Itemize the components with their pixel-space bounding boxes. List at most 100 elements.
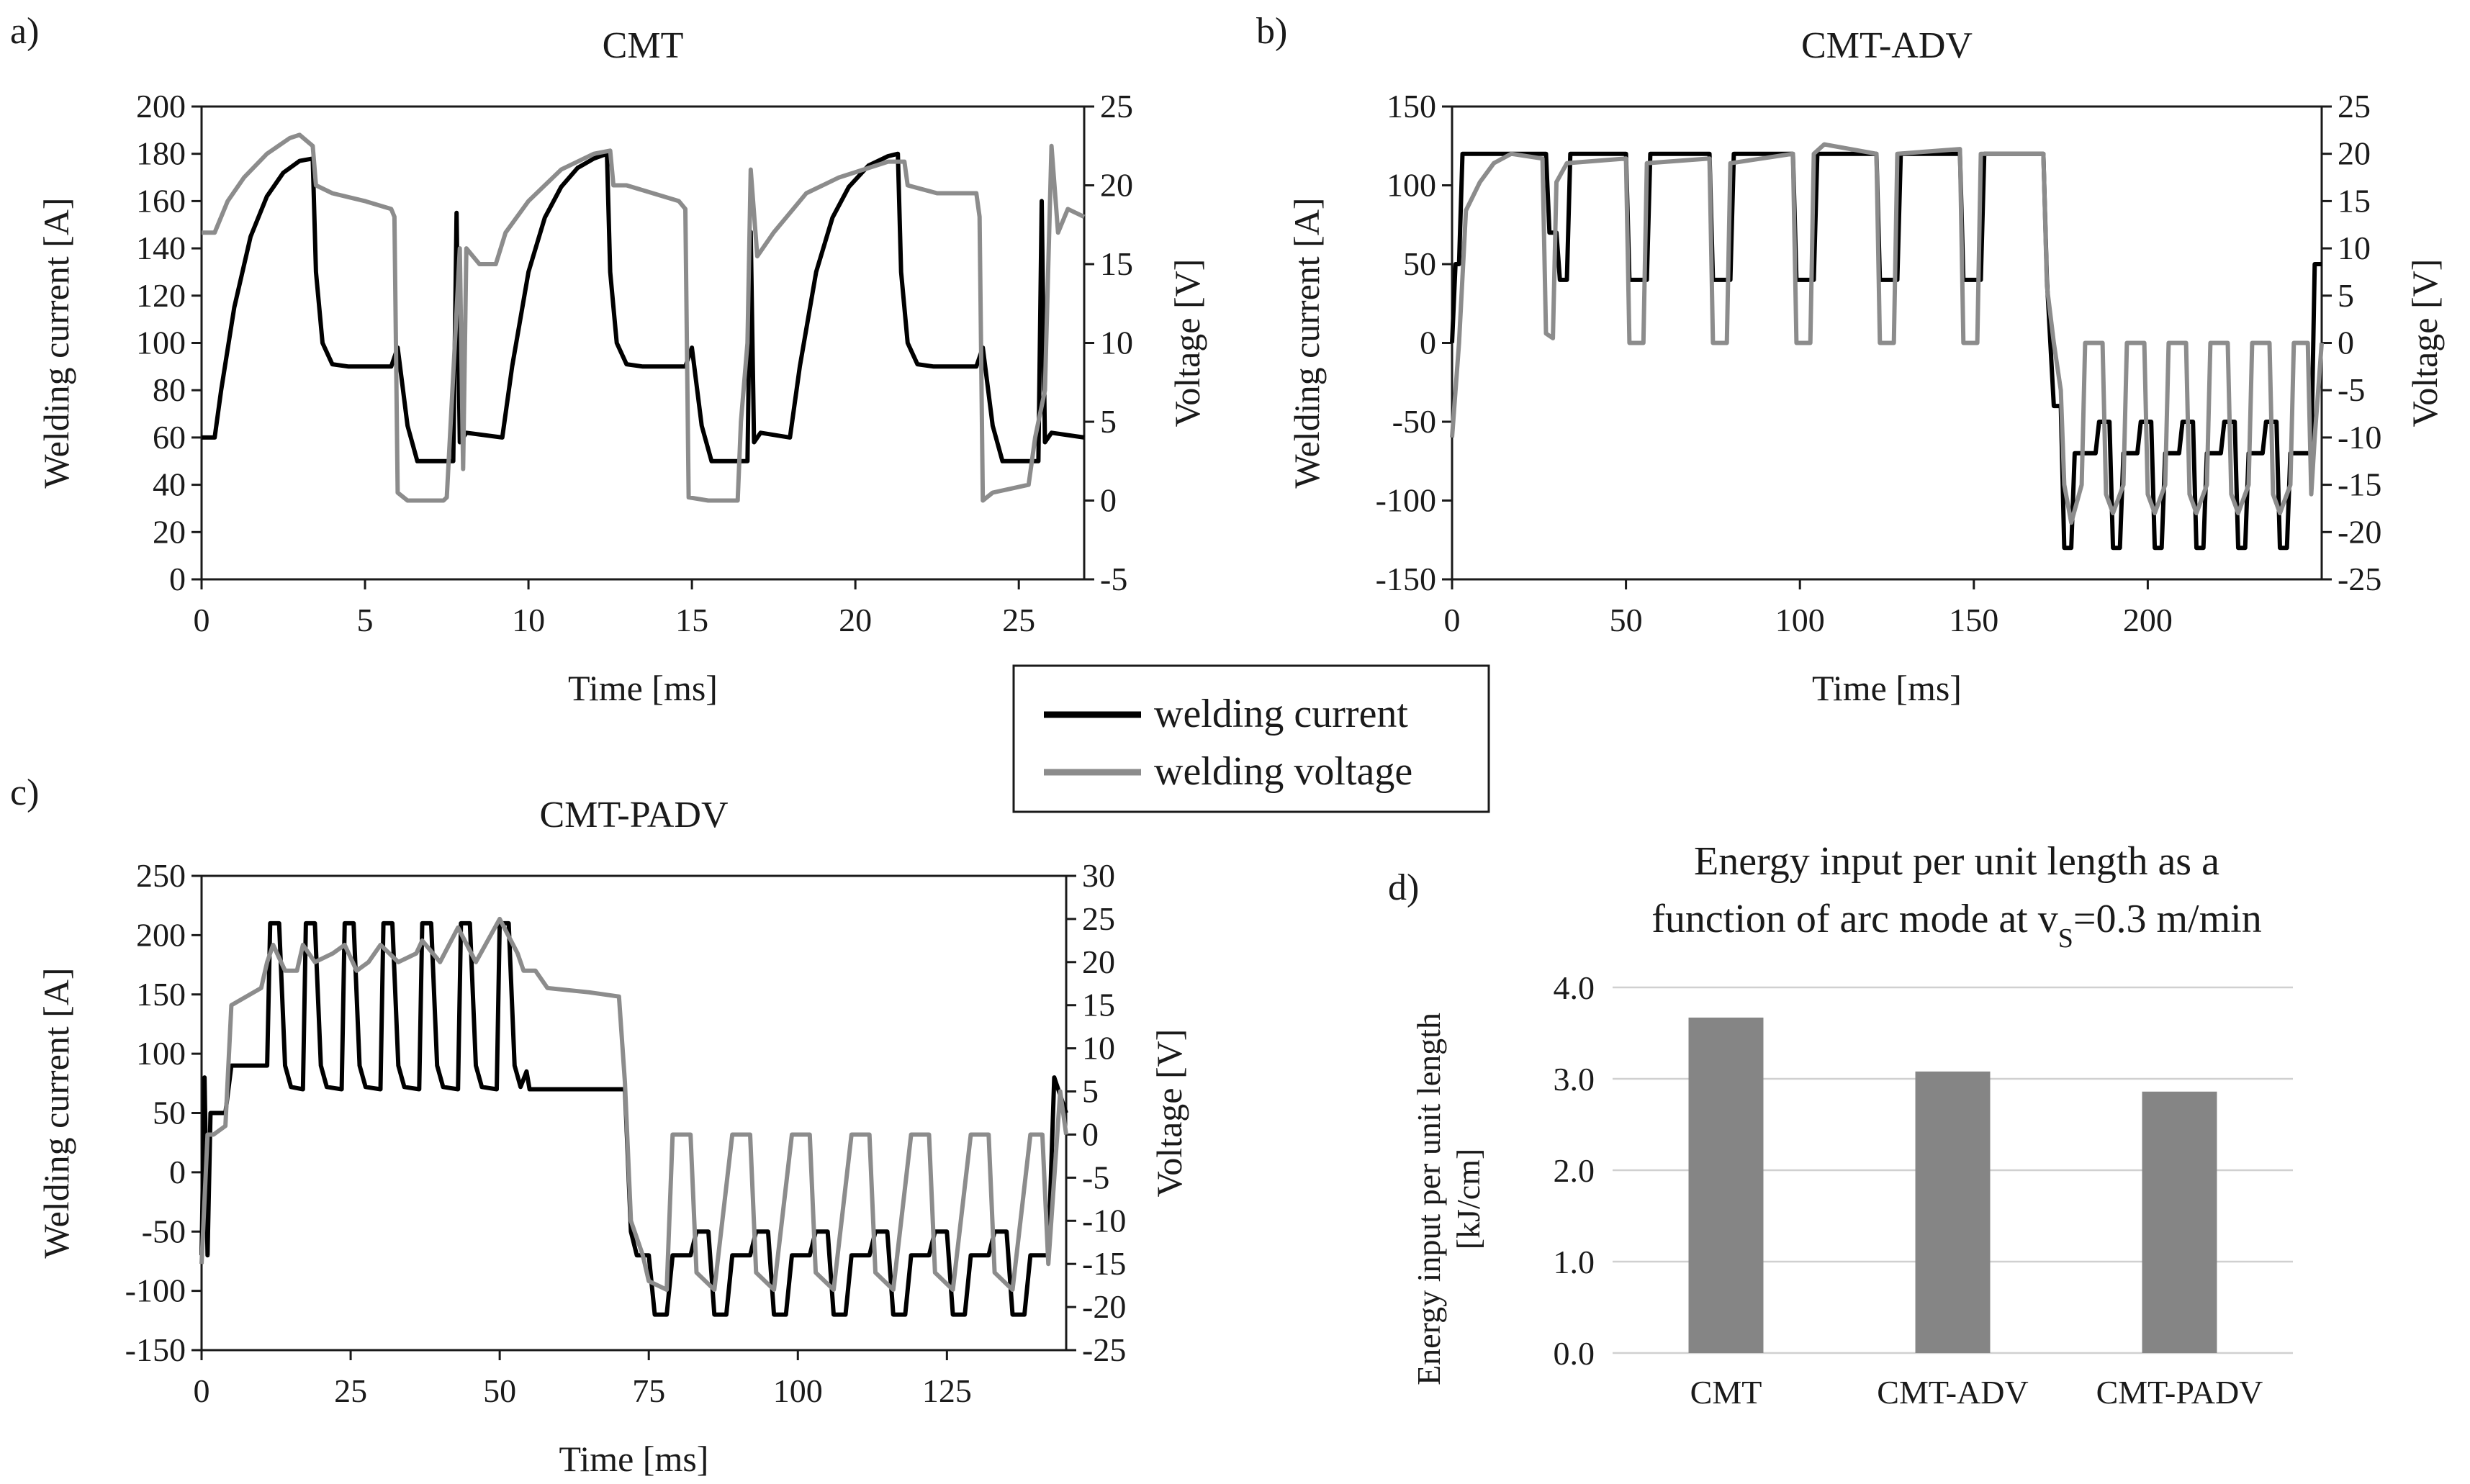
panel-a-y2tick-label: 25 bbox=[1100, 88, 1133, 125]
panel-b-y2tick-label: 5 bbox=[2338, 277, 2354, 314]
panel-d-label: d) bbox=[1388, 867, 1419, 908]
panel-c-ytick-label: -50 bbox=[142, 1213, 186, 1249]
panel-a-ytick-label: 20 bbox=[153, 513, 186, 550]
panel-a-y2tick-label: -5 bbox=[1100, 561, 1127, 597]
panel-b-title: CMT-ADV bbox=[1801, 25, 1973, 66]
panel-c-xtick-label: 0 bbox=[194, 1372, 210, 1409]
panel-a-ytick-label: 0 bbox=[169, 561, 186, 597]
panel-a-xlabel: Time [ms] bbox=[568, 668, 718, 708]
legend-current-label: welding current bbox=[1154, 692, 1408, 736]
panel-a-y2tick-label: 5 bbox=[1100, 403, 1117, 440]
panel-c-title: CMT-PADV bbox=[539, 795, 728, 836]
panel-a-ytick-label: 60 bbox=[153, 419, 186, 456]
panel-c-y2tick-label: 5 bbox=[1082, 1073, 1099, 1110]
panel-b-y2tick-label: 20 bbox=[2338, 135, 2371, 172]
panel-a-xtick-label: 15 bbox=[675, 602, 708, 638]
panel-d-ytick-label: 2.0 bbox=[1554, 1152, 1595, 1189]
panel-c-y2tick-label: -25 bbox=[1082, 1331, 1126, 1368]
panel-c-ytick-label: -150 bbox=[125, 1331, 186, 1368]
panel-a-ytick-label: 200 bbox=[136, 88, 186, 125]
panel-c-xtick-label: 25 bbox=[334, 1372, 367, 1409]
panel-b-y2label: Voltage [V] bbox=[2404, 259, 2445, 427]
panel-b-y2tick-label: 25 bbox=[2338, 88, 2371, 125]
panel-c-y2tick-label: -20 bbox=[1082, 1288, 1126, 1325]
panel-c-series-welding-current-line bbox=[199, 920, 1068, 1317]
panel-c-label: c) bbox=[10, 772, 39, 813]
panel-c-ytick-label: 250 bbox=[136, 857, 186, 894]
panel-b-ytick-label: 100 bbox=[1387, 167, 1436, 204]
panel-b-ytick-label: -50 bbox=[1392, 403, 1436, 440]
panel-a-ytick-label: 40 bbox=[153, 466, 186, 503]
panel-a-ytick-label: 100 bbox=[136, 325, 186, 361]
panel-c-ylabel: Welding current [A] bbox=[36, 967, 76, 1258]
panel-d-category-label: CMT bbox=[1690, 1374, 1762, 1411]
panel-c-xtick-label: 100 bbox=[773, 1372, 823, 1409]
panel-b-y2tick-label: -15 bbox=[2338, 466, 2381, 503]
panel-b-ytick-label: 50 bbox=[1403, 245, 1436, 282]
panel-b-y2tick-label: -10 bbox=[2338, 419, 2381, 456]
panel-c-xtick-label: 75 bbox=[632, 1372, 665, 1409]
panel-a-xtick-label: 5 bbox=[357, 602, 374, 638]
panel-c-y2tick-label: 0 bbox=[1082, 1116, 1099, 1152]
panel-b-xtick-label: 200 bbox=[2123, 602, 2173, 638]
panel-a-xtick-label: 10 bbox=[512, 602, 545, 638]
panel-b-ytick-label: 0 bbox=[1420, 325, 1436, 361]
panel-d-title-line2: function of arc mode at vS=0.3 m/min bbox=[1651, 897, 2261, 954]
panel-c-y2tick-label: -10 bbox=[1082, 1202, 1126, 1239]
panel-c-ytick-label: 100 bbox=[136, 1035, 186, 1072]
panel-a-xtick-label: 20 bbox=[839, 602, 872, 638]
panel-a-y2tick-label: 20 bbox=[1100, 167, 1133, 204]
panel-b-y2tick-label: 15 bbox=[2338, 182, 2371, 219]
panel-c-ytick-label: 200 bbox=[136, 916, 186, 953]
panel-c-ytick-label: 50 bbox=[153, 1095, 186, 1131]
panel-a-title: CMT bbox=[603, 25, 684, 66]
panel-a-y2tick-label: 0 bbox=[1100, 482, 1117, 519]
panel-b-xtick-label: 150 bbox=[1949, 602, 1998, 638]
panel-c-xlabel: Time [ms] bbox=[559, 1439, 709, 1479]
panel-c-y2tick-label: 15 bbox=[1082, 987, 1115, 1023]
panel-a-xtick-label: 25 bbox=[1002, 602, 1035, 638]
panel-a-plot-frame bbox=[200, 105, 1086, 581]
panel-b-series-welding-current-line bbox=[1450, 151, 2322, 551]
panel-d-ylabel-line1: Energy input per unit length bbox=[1410, 1013, 1447, 1385]
panel-b-ytick-label: 150 bbox=[1387, 88, 1436, 125]
panel-a-ytick-label: 120 bbox=[136, 277, 186, 314]
panel-a-xtick-label: 0 bbox=[194, 602, 210, 638]
legend-box bbox=[1012, 664, 1490, 813]
panel-b-y2tick-label: -20 bbox=[2338, 513, 2381, 550]
panel-c-y2tick-label: -5 bbox=[1082, 1159, 1109, 1195]
panel-d-bar-cmt-adv bbox=[1915, 1071, 1991, 1353]
panel-c-y2tick-label: 30 bbox=[1082, 857, 1115, 894]
panel-c-xtick-label: 50 bbox=[483, 1372, 516, 1409]
panel-a-y2label: Voltage [V] bbox=[1167, 259, 1207, 427]
panel-a-ytick-label: 160 bbox=[136, 182, 186, 219]
panel-d-ytick-label: 4.0 bbox=[1554, 969, 1595, 1006]
panel-d-bar-cmt-padv bbox=[2142, 1091, 2217, 1353]
panel-d-ylabel-line2: [kJ/cm] bbox=[1450, 1149, 1487, 1250]
panel-a-ylabel: Welding current [A] bbox=[36, 197, 76, 488]
panel-c-plot-frame bbox=[200, 874, 1068, 1352]
panel-a-series-welding-current-line bbox=[202, 151, 1085, 463]
panel-c-xtick-label: 125 bbox=[922, 1372, 972, 1409]
panel-b-y2tick-label: 10 bbox=[2338, 230, 2371, 266]
panel-b-series-welding-voltage-line bbox=[1450, 142, 2324, 525]
panel-b-ytick-label: -150 bbox=[1376, 561, 1436, 597]
panel-a-series-welding-voltage-line bbox=[202, 132, 1086, 503]
panel-d-title-line1: Energy input per unit length as a bbox=[1694, 839, 2219, 884]
panel-d-category-label: CMT-ADV bbox=[1877, 1374, 2028, 1411]
panel-d-bar-cmt bbox=[1688, 1017, 1764, 1353]
panel-d-ytick-label: 1.0 bbox=[1554, 1244, 1595, 1280]
panel-c-y2tick-label: 10 bbox=[1082, 1030, 1115, 1067]
panel-b-xlabel: Time [ms] bbox=[1812, 668, 1962, 708]
panel-c-ytick-label: -100 bbox=[125, 1272, 186, 1309]
legend-voltage-label: welding voltage bbox=[1154, 749, 1412, 794]
panel-b-y2tick-label: -5 bbox=[2338, 371, 2365, 408]
panel-c-series-welding-voltage-line bbox=[199, 916, 1068, 1293]
panel-d-ytick-label: 0.0 bbox=[1554, 1335, 1595, 1372]
panel-c-y2tick-label: -15 bbox=[1082, 1245, 1126, 1282]
panel-a-label: a) bbox=[10, 11, 39, 52]
panel-b-xtick-label: 50 bbox=[1610, 602, 1643, 638]
panel-a-y2tick-label: 15 bbox=[1100, 245, 1133, 282]
panel-d-title-suffix: =0.3 m/min bbox=[2073, 897, 2262, 941]
